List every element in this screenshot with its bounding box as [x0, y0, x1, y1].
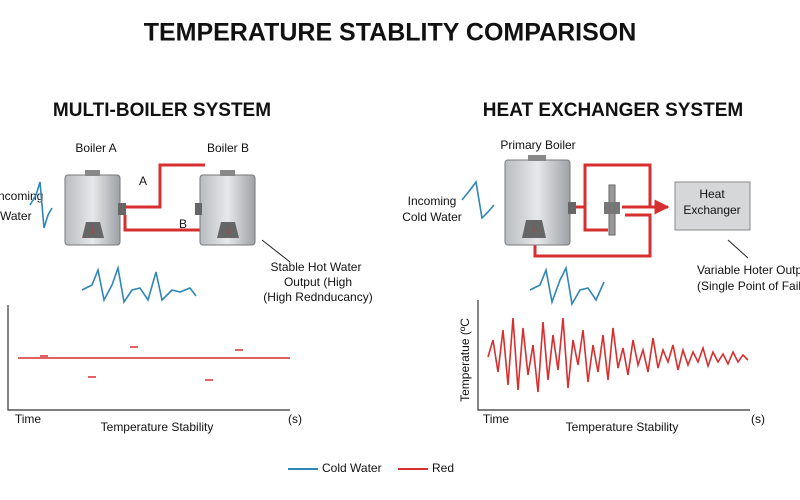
burner: [522, 220, 546, 238]
flame-icon: ↓: [225, 222, 231, 236]
axis: [7, 305, 290, 411]
title: TEMPERATURE STABLITY COMPARISON: [144, 19, 637, 47]
flame-icon: ↓: [531, 220, 537, 234]
label: (High Rednducancy): [263, 290, 372, 304]
label: B: [179, 217, 187, 231]
label: A: [139, 174, 147, 188]
boiler-cap: [220, 170, 235, 176]
heading: HEAT EXCHANGER SYSTEM: [483, 100, 743, 121]
wave: [29, 181, 53, 229]
heading: MULTI-BOILER SYSTEM: [53, 100, 271, 121]
caption: Temperature Stability: [566, 420, 679, 434]
axis-unit: (s): [751, 412, 765, 426]
burner: [82, 222, 104, 238]
label: Cold Water: [402, 210, 462, 224]
label: (Single Point of Failu: [697, 279, 800, 293]
label: Water: [0, 209, 32, 223]
axis: [477, 300, 750, 411]
leader: [727, 239, 749, 259]
flame-icon: ↓: [90, 222, 96, 236]
axis-label: Time: [483, 412, 510, 426]
legend-label: Cold Water: [322, 461, 382, 475]
boiler-cap: [85, 170, 100, 176]
label: Stable Hot Water: [271, 260, 362, 274]
pipe: [533, 163, 668, 258]
valve: [568, 202, 576, 214]
label: Boiler A: [75, 141, 116, 155]
pipe: [123, 163, 240, 240]
wave: [529, 265, 605, 307]
boiler-cap: [528, 155, 546, 161]
label: Boiler B: [207, 141, 249, 155]
label: Exchanger: [683, 203, 740, 217]
coupling: [604, 202, 620, 214]
exchanger: [674, 181, 751, 231]
axis-unit: (s): [288, 412, 302, 426]
wave: [461, 180, 495, 220]
label: Output (High: [284, 275, 352, 289]
trace: [18, 346, 290, 381]
trace: [487, 317, 749, 393]
label: Primary Boiler: [500, 138, 575, 152]
axis-label: Temperatue (ºC: [458, 318, 472, 402]
label: Heat: [699, 187, 725, 201]
burner: [217, 222, 239, 238]
valve: [195, 203, 202, 215]
leader: [261, 239, 291, 263]
wave: [81, 264, 197, 305]
valve: [118, 203, 126, 215]
label: Incoming: [408, 194, 457, 208]
label: Variable Hoter Outp: [697, 263, 800, 277]
legend-label: Red: [432, 461, 454, 475]
axis-label: Time: [15, 412, 42, 426]
caption: Temperature Stability: [101, 420, 214, 434]
